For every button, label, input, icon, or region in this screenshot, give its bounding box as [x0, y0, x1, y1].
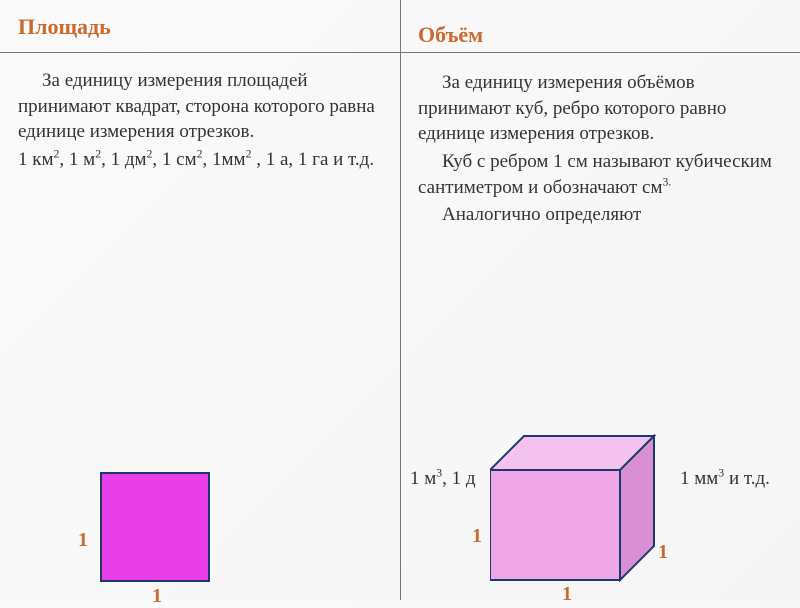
- left-title: Площадь: [18, 14, 382, 40]
- right-para1: За единицу измерения объёмов принимают к…: [418, 70, 782, 147]
- square-label-bottom: 1: [152, 585, 162, 608]
- left-para1: За единицу измерения площадей принимают …: [18, 68, 382, 145]
- left-para2: 1 км2, 1 м2, 1 дм2, 1 см2, 1мм2 , 1 а, 1…: [18, 147, 382, 173]
- cube-label-bottom: 1: [562, 583, 572, 606]
- left-body: За единицу измерения площадей принимают …: [18, 68, 382, 173]
- square-shape: [100, 472, 210, 582]
- slide-container: Площадь За единицу измерения площадей пр…: [0, 0, 800, 600]
- right-para3: Аналогично определяют: [418, 202, 782, 228]
- right-body: За единицу измерения объёмов принимают к…: [418, 70, 782, 228]
- cube-figure: 1 1 1: [490, 432, 670, 582]
- cube-label-left: 1: [472, 525, 482, 548]
- right-title: Объём: [418, 22, 782, 48]
- left-column: Площадь За единицу измерения площадей пр…: [0, 0, 400, 600]
- cube-shape: [490, 432, 670, 582]
- volume-units-right: 1 мм3 и т.д.: [680, 466, 790, 492]
- right-para2: Куб с ребром 1 см называют кубическим са…: [418, 149, 782, 200]
- cube-label-right: 1: [658, 541, 668, 564]
- square-label-left: 1: [78, 529, 88, 552]
- right-column: Объём За единицу измерения объёмов прини…: [400, 0, 800, 600]
- square-figure: 1 1: [100, 472, 210, 582]
